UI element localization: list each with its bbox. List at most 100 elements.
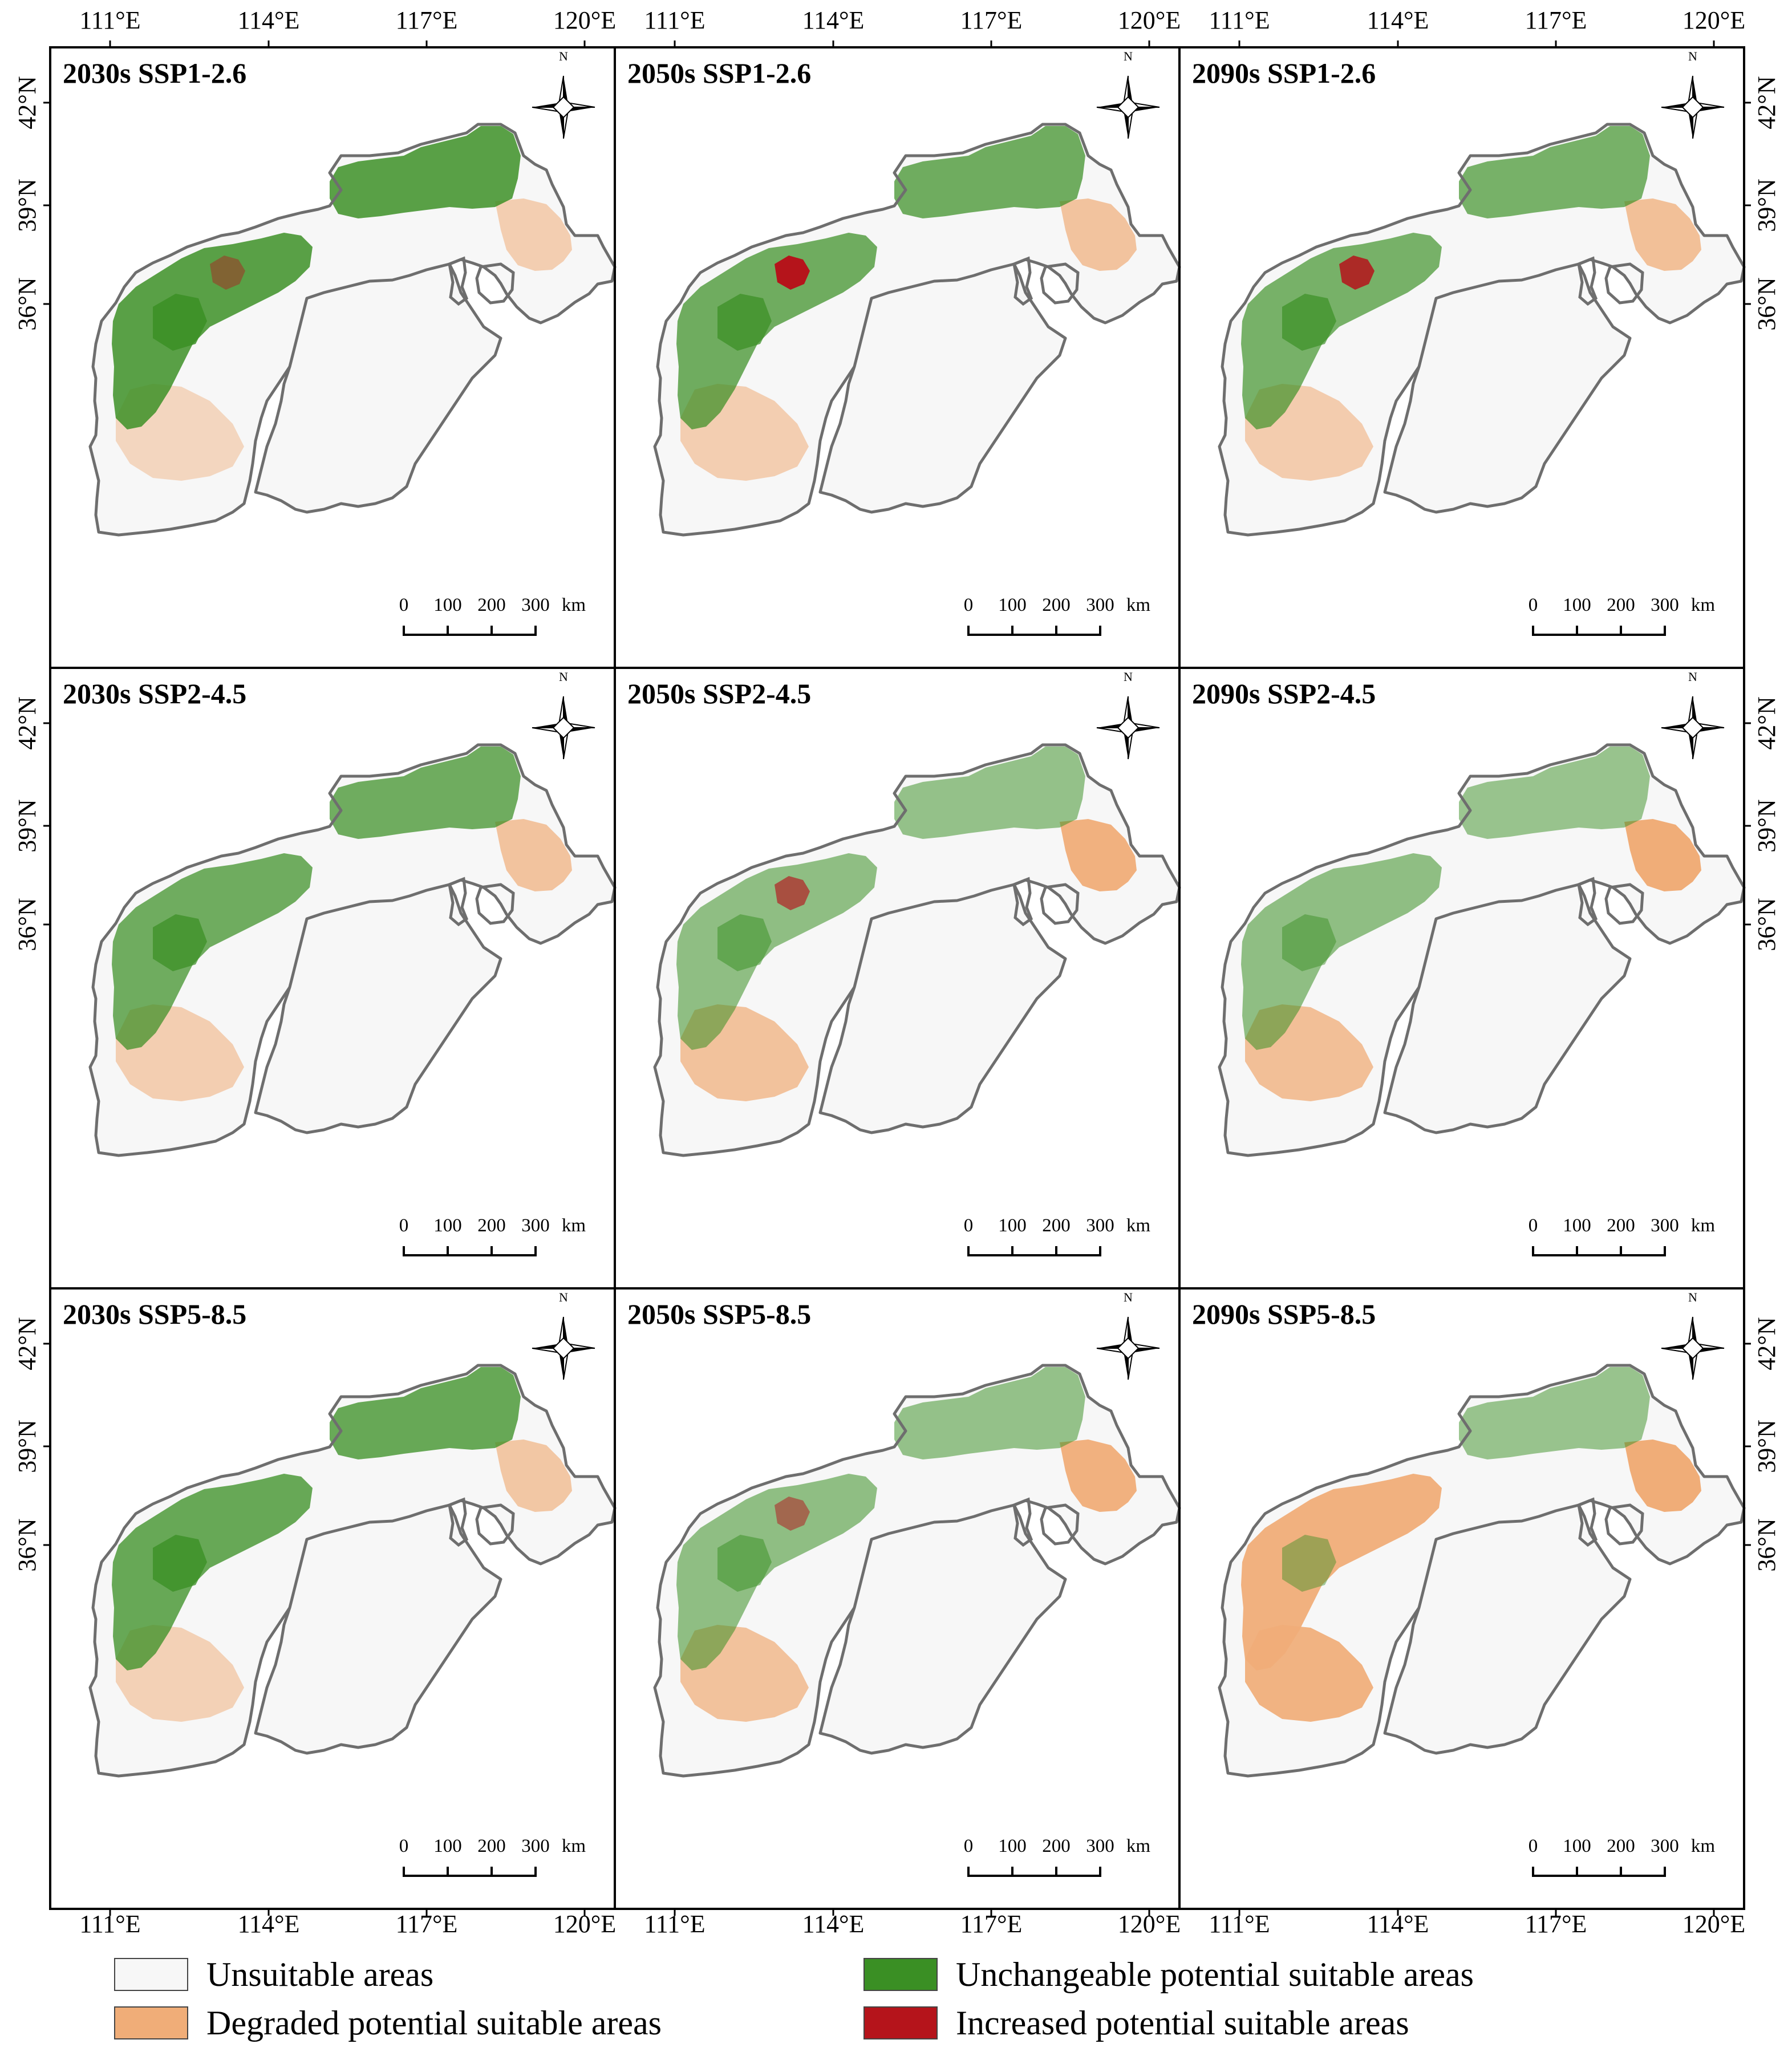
- north-label: N: [1688, 1290, 1697, 1304]
- city-boundary-beijing: [1604, 1503, 1644, 1546]
- scale-bar-tick-label: 100: [1563, 1836, 1591, 1856]
- lat-label-left: 36°N: [13, 898, 41, 951]
- legend-swatch-increased: [863, 2006, 938, 2039]
- scale-bar-unit: km: [561, 1836, 586, 1856]
- north-arrow-icon: [1096, 696, 1160, 760]
- lon-label-top: 117°E: [1525, 6, 1587, 34]
- scale-bar-tick-label: 300: [1651, 1836, 1679, 1856]
- lat-label-left: 39°N: [13, 799, 41, 853]
- scale-bar-unit: km: [1690, 1836, 1716, 1856]
- lon-label-bottom: 114°E: [802, 1910, 865, 1938]
- scale-bar-unit: km: [1126, 595, 1151, 615]
- lat-label-left: 36°N: [13, 277, 41, 331]
- province-boundary-plain: [818, 883, 1067, 1134]
- scale-bar-unit: km: [561, 595, 586, 615]
- increased-area: [775, 1497, 810, 1531]
- lon-label-bottom: 117°E: [395, 1910, 458, 1938]
- scale-bar-tick-label: 300: [521, 1215, 550, 1236]
- scale-bar: [1532, 1246, 1666, 1256]
- scale-bar-tick-label: 0: [1528, 595, 1538, 615]
- north-arrow-icon: [1661, 1316, 1725, 1380]
- scale-bar-tick-label: 0: [963, 595, 974, 615]
- lon-label-bottom: 114°E: [237, 1910, 300, 1938]
- unchangeable-area-patch: [717, 914, 772, 971]
- map-panel: [653, 1316, 1181, 1877]
- degraded-area-east: [1060, 819, 1137, 891]
- unchangeable-area-patch: [153, 294, 207, 351]
- unchangeable-area-southwest: [676, 233, 877, 429]
- unchangeable-area-patch: [153, 914, 207, 971]
- province-boundary-plain: [818, 1503, 1067, 1755]
- north-label: N: [1124, 670, 1133, 684]
- unchangeable-area-southwest: [676, 1474, 877, 1670]
- legend-item-unchangeable: Unchangeable potential suitable areas: [863, 1954, 1474, 1994]
- lat-label-right: 36°N: [1753, 1518, 1781, 1572]
- scale-bar-tick-label: 0: [399, 1215, 409, 1236]
- lon-label-bottom: 117°E: [1525, 1910, 1587, 1938]
- scale-bar-unit: km: [1690, 1215, 1716, 1236]
- unchangeable-area-north: [894, 747, 1085, 839]
- lon-label-bottom: 120°E: [1682, 1910, 1746, 1938]
- lat-label-left: 42°N: [13, 1317, 41, 1370]
- city-boundary-tianjin: [1012, 256, 1033, 306]
- scale-bar: [1532, 626, 1666, 636]
- unchangeable-area-patch: [717, 1535, 772, 1592]
- map-panel: [653, 696, 1181, 1256]
- legend-label-unchangeable: Unchangeable potential suitable areas: [956, 1955, 1474, 1993]
- increased-area: [210, 256, 245, 290]
- scale-bar-tick-label: 100: [1563, 1215, 1591, 1236]
- scale-bar: [403, 626, 537, 636]
- scale-bar-tick-label: 100: [998, 595, 1027, 615]
- city-boundary-beijing: [1604, 262, 1644, 305]
- scale-bar-unit: km: [1690, 595, 1716, 615]
- scale-bar-unit: km: [561, 1215, 586, 1236]
- scale-bar-tick-label: 100: [1563, 595, 1591, 615]
- scale-bar-tick-label: 300: [521, 595, 550, 615]
- scale-bar-unit: km: [1126, 1215, 1151, 1236]
- north-label: N: [1124, 1290, 1133, 1304]
- province-boundary-plain: [254, 262, 502, 514]
- north-label: N: [1124, 49, 1133, 63]
- unchangeable-area-north: [894, 1367, 1085, 1459]
- lon-label-top: 117°E: [960, 6, 1023, 34]
- map-panel: [88, 1316, 617, 1877]
- degraded-area-east: [1060, 198, 1137, 271]
- city-boundary-tianjin: [1577, 256, 1598, 306]
- scale-bar-tick-label: 200: [1607, 1836, 1635, 1856]
- unchangeable-area-north: [330, 747, 521, 839]
- unchangeable-area-southwest: [112, 853, 313, 1050]
- degraded-area-east: [1060, 1439, 1137, 1512]
- map-panel: [1218, 1316, 1746, 1877]
- region-unsuitable-area: [90, 124, 615, 535]
- scale-bar: [967, 1867, 1101, 1877]
- unchangeable-area-southwest: [112, 1474, 313, 1670]
- city-boundary-tianjin: [448, 877, 469, 927]
- map-panel: [653, 75, 1181, 636]
- panel-title: 2090s SSP2-4.5: [1192, 678, 1376, 709]
- lat-label-left: 42°N: [13, 76, 41, 129]
- panel-title: 2050s SSP1-2.6: [627, 57, 812, 89]
- scale-bar-tick-label: 200: [1042, 595, 1071, 615]
- unchangeable-area-patch: [1282, 294, 1336, 351]
- north-label: N: [1688, 670, 1697, 684]
- scale-bar: [403, 1867, 537, 1877]
- scale-bar-tick-label: 100: [433, 1215, 462, 1236]
- degraded-area-east: [1624, 1439, 1701, 1512]
- north-arrow-icon: [532, 1316, 595, 1380]
- lon-label-bottom: 117°E: [960, 1910, 1023, 1938]
- lon-label-top: 111°E: [644, 6, 706, 34]
- city-boundary-beijing: [1040, 1503, 1080, 1546]
- city-boundary-beijing: [1040, 883, 1080, 925]
- legend-item-unsuitable: Unsuitable areas: [114, 1954, 433, 1994]
- lat-label-left: 39°N: [13, 1420, 41, 1473]
- lon-label-top: 120°E: [1682, 6, 1746, 34]
- scale-bar-tick-label: 0: [399, 595, 409, 615]
- legend-label-degraded: Degraded potential suitable areas: [206, 2004, 662, 2042]
- map-panel: [88, 696, 617, 1256]
- increased-area: [1339, 256, 1375, 290]
- panel-title: 2030s SSP1-2.6: [63, 57, 247, 89]
- lon-label-top: 114°E: [237, 6, 300, 34]
- scale-bar-tick-label: 200: [1042, 1836, 1071, 1856]
- scale-bar: [967, 626, 1101, 636]
- lat-label-right: 39°N: [1753, 179, 1781, 232]
